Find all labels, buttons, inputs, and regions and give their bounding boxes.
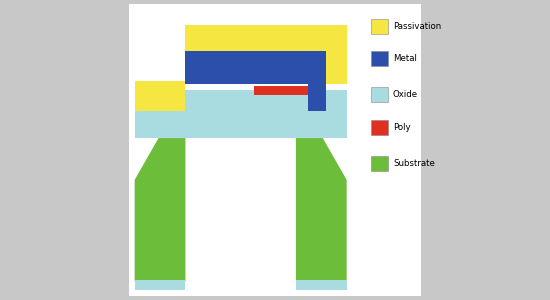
Text: Metal: Metal [393, 54, 417, 63]
Bar [326, 25, 346, 84]
Bar [371, 52, 388, 66]
Text: Oxide: Oxide [393, 90, 418, 99]
Bar [371, 19, 388, 34]
Bar [254, 86, 320, 95]
Bar [185, 52, 326, 84]
Bar [135, 81, 185, 111]
Text: Passivation: Passivation [393, 22, 441, 31]
FancyBboxPatch shape [129, 4, 421, 296]
Bar [371, 87, 388, 102]
Polygon shape [296, 138, 346, 281]
Text: Poly: Poly [393, 123, 411, 132]
Bar [296, 280, 346, 290]
Bar [308, 84, 326, 111]
Bar [371, 156, 388, 171]
Polygon shape [135, 138, 185, 281]
Bar [135, 90, 346, 138]
Bar [185, 25, 326, 52]
Text: Substrate: Substrate [393, 159, 435, 168]
Bar [135, 280, 185, 290]
Bar [371, 120, 388, 135]
